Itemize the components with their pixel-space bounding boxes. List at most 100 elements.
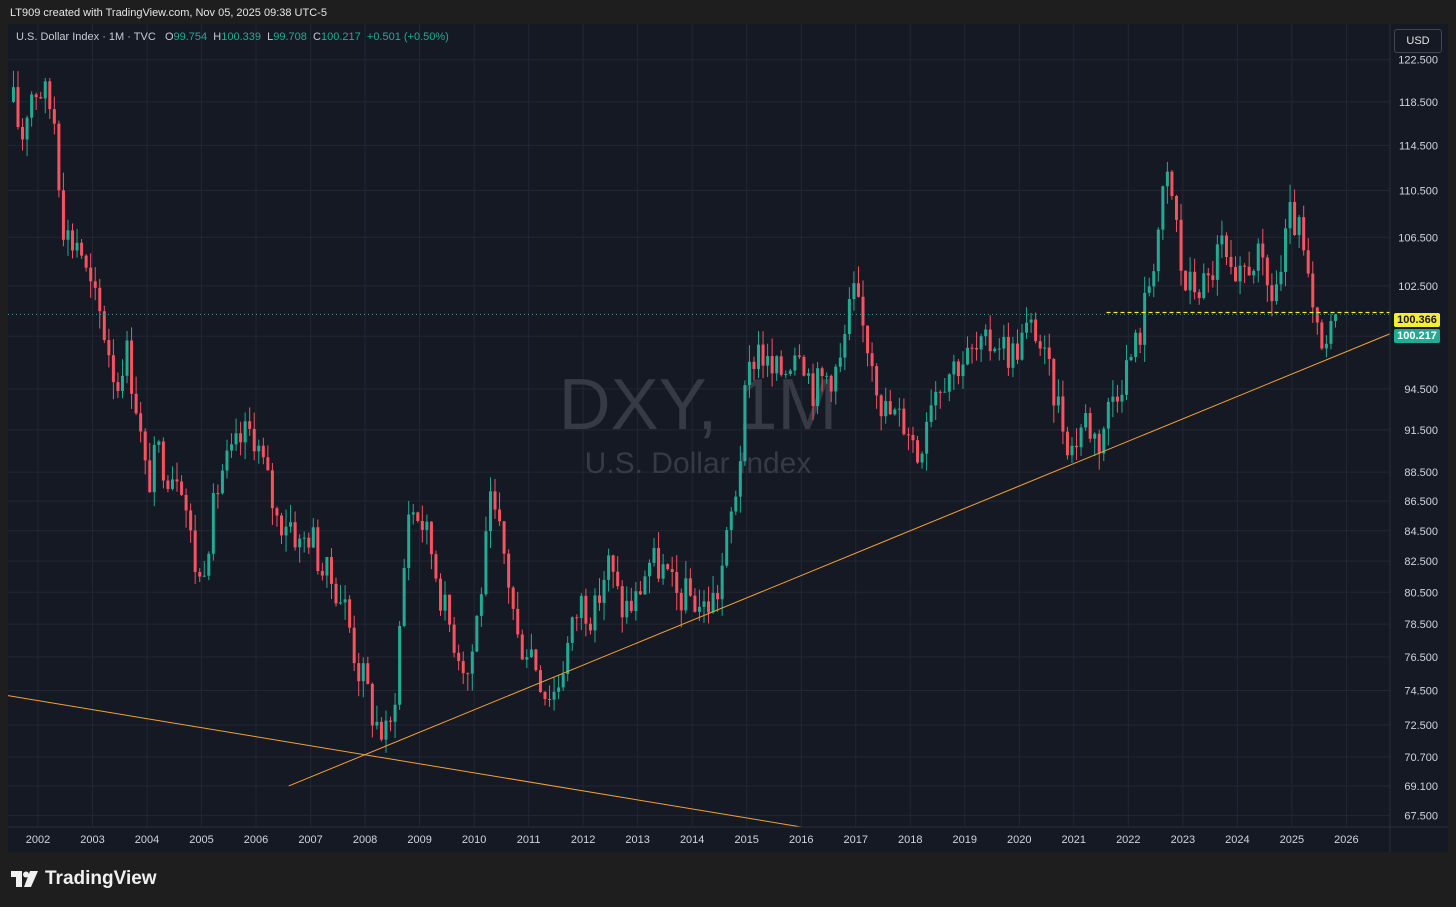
candle-up [1020, 332, 1024, 360]
watermark-name: U.S. Dollar Index [585, 447, 812, 480]
x-tick-label: 2026 [1334, 834, 1358, 846]
x-tick-label: 2004 [135, 834, 159, 846]
candle-up [375, 721, 379, 726]
legend-symbol: U.S. Dollar Index · 1M · TVC [16, 31, 156, 43]
chart-area[interactable]: U.S. Dollar Index · 1M · TVC O99.754 H10… [8, 24, 1448, 852]
candle-up [929, 405, 933, 422]
candle-down [916, 440, 920, 463]
candle-up [884, 401, 888, 417]
candle-up [1333, 314, 1337, 322]
x-tick-label: 2018 [898, 834, 922, 846]
tradingview-brand[interactable]: TradingView [11, 868, 157, 890]
x-tick-label: 2007 [298, 834, 322, 846]
symbol-legend: U.S. Dollar Index · 1M · TVC O99.754 H10… [16, 31, 449, 43]
trendline [8, 695, 802, 828]
legend-low-key: L [267, 31, 274, 43]
candle-down [275, 508, 279, 516]
candle-down [598, 595, 602, 603]
candle-up [1056, 396, 1060, 406]
candle-down [139, 413, 143, 432]
candle-up [747, 361, 751, 386]
candle-up [311, 527, 315, 548]
trendline [288, 333, 1391, 787]
candle-up [1279, 271, 1283, 285]
candle-down [466, 673, 470, 675]
candle-down [370, 683, 374, 726]
y-tick-label: 76.500 [1404, 652, 1438, 664]
grid [8, 24, 1390, 827]
candle-up [607, 555, 611, 580]
candle-down [379, 721, 383, 740]
candle-up [1093, 433, 1097, 439]
currency-button[interactable]: USD [1394, 29, 1442, 53]
candle-up [43, 81, 47, 99]
candle-down [588, 623, 592, 631]
candle-down [611, 555, 615, 572]
candle-down [1243, 265, 1247, 267]
candle-down [320, 570, 324, 576]
candle-down [511, 587, 515, 609]
x-tick-label: 2022 [1116, 834, 1140, 846]
candle-down [1193, 271, 1197, 293]
candle-down [988, 329, 992, 352]
candle-up [393, 704, 397, 722]
candle-down [180, 481, 184, 495]
candle-up [66, 230, 70, 240]
candle-up [557, 687, 561, 692]
candle-down [888, 401, 892, 415]
x-tick-label: 2008 [353, 834, 377, 846]
candle-up [711, 592, 715, 613]
candle-up [1125, 360, 1129, 395]
y-tick-label: 94.500 [1404, 384, 1438, 396]
candle-up [1202, 273, 1206, 299]
candle-down [707, 601, 711, 613]
candle-down [21, 126, 25, 140]
candle-up [1220, 235, 1224, 245]
candle-up [897, 408, 901, 410]
candle-up [225, 450, 229, 471]
x-tick-label: 2012 [571, 834, 595, 846]
candle-up [1070, 445, 1074, 456]
candle-up [643, 576, 647, 595]
candle-up [793, 355, 797, 371]
candle-down [261, 445, 265, 458]
candle-down [429, 521, 433, 555]
candle-down [1302, 217, 1306, 251]
candle-up [570, 617, 574, 643]
candle-up [120, 375, 124, 392]
candle-up [579, 595, 583, 619]
candle-down [270, 470, 274, 509]
candle-up [757, 344, 761, 369]
candle-up [1043, 347, 1047, 349]
candle-up [997, 348, 1001, 350]
candle-down [1306, 250, 1310, 274]
chart-canvas[interactable]: DXY, 1M U.S. Dollar Index 122.500 118.500… [8, 24, 1448, 852]
candle-down [1179, 219, 1183, 271]
y-tick-label: 67.500 [1404, 811, 1438, 823]
candle-down [1174, 196, 1178, 220]
candle-down [856, 283, 860, 297]
candle-down [520, 634, 524, 660]
candle-down [457, 652, 461, 662]
candle-down [779, 356, 783, 375]
candle-up [1256, 243, 1260, 271]
candle-down [1170, 171, 1174, 197]
legend-change: +0.501 (+0.50%) [366, 31, 449, 43]
candle-down [1206, 273, 1210, 276]
candle-down [93, 281, 97, 288]
candle-down [761, 344, 765, 366]
candle-up [984, 329, 988, 337]
candle-up [1025, 322, 1029, 333]
candle-up [1079, 427, 1083, 448]
y-tick-label: 78.500 [1404, 619, 1438, 631]
candle-down [1315, 307, 1319, 323]
y-tick-label: 91.500 [1404, 425, 1438, 437]
candle-down [16, 87, 20, 127]
candle-down [352, 627, 356, 664]
candles [11, 70, 1337, 753]
candle-up [529, 649, 533, 658]
candle-up [1011, 343, 1015, 368]
candle-down [1097, 433, 1101, 454]
candle-down [879, 395, 883, 417]
legend-open-value: 99.754 [173, 31, 208, 43]
